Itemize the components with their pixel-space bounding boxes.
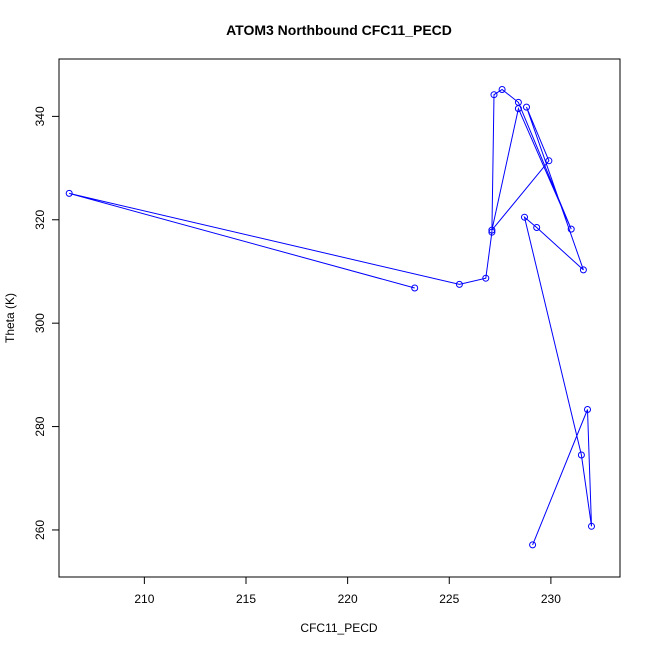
- chart-title: ATOM3 Northbound CFC11_PECD: [226, 22, 452, 38]
- data-point: [455, 280, 463, 288]
- series-line: [69, 88, 592, 546]
- data-point: [488, 228, 496, 236]
- data-point: [498, 86, 506, 93]
- x-tick-label: 215: [236, 592, 256, 606]
- y-tick-label: 260: [33, 520, 47, 540]
- y-axis-label: Theta (K): [3, 293, 17, 343]
- y-tick-label: 320: [33, 209, 47, 229]
- data-point: [579, 266, 587, 274]
- x-tick-label: 225: [439, 592, 459, 606]
- x-axis: 210 215 220 225 230: [134, 576, 561, 606]
- data-point: [584, 406, 591, 413]
- data-point: [65, 189, 73, 197]
- x-tick-label: 220: [338, 592, 358, 606]
- data-point: [488, 226, 496, 234]
- data-point: [529, 541, 537, 549]
- data-point: [545, 157, 553, 165]
- y-tick-label: 300: [33, 313, 47, 333]
- x-tick-label: 230: [541, 592, 561, 606]
- plot-area: [65, 86, 595, 549]
- y-tick-label: 280: [33, 416, 47, 436]
- data-point: [490, 91, 498, 99]
- data-point: [533, 224, 541, 231]
- plot-frame: [58, 58, 621, 578]
- y-axis: 260 280 300 320 340: [33, 106, 60, 540]
- data-point: [482, 274, 490, 282]
- data-point: [567, 225, 575, 233]
- data-point: [588, 522, 595, 530]
- data-point: [577, 451, 585, 459]
- data-point: [523, 103, 530, 111]
- x-axis-label: CFC11_PECD: [300, 621, 377, 635]
- y-tick-label: 340: [33, 106, 47, 126]
- data-point: [521, 213, 528, 221]
- data-point: [514, 98, 522, 106]
- x-tick-label: 210: [134, 592, 154, 606]
- data-point: [411, 284, 419, 292]
